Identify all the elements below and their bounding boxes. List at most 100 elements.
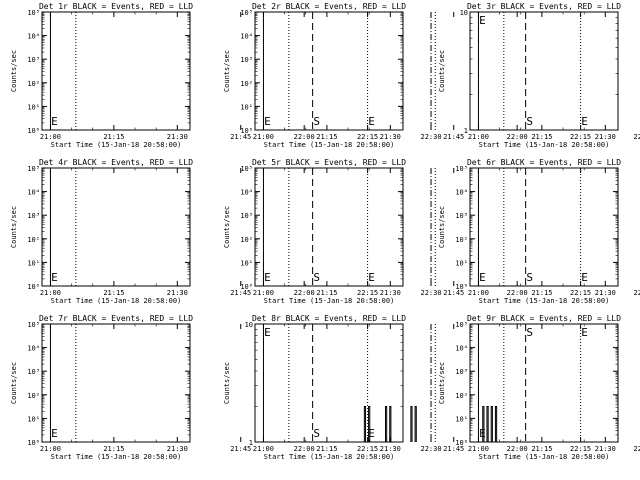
detector-panel-3: Det 3r BLACK = Events, RED = LLD 1 10 21:00…	[438, 2, 621, 149]
axis-frame	[254, 323, 404, 443]
time-marker-letter: E	[264, 326, 271, 339]
x-tick-label: 22:00	[507, 133, 528, 141]
y-tick-label: 10¹	[240, 103, 253, 111]
x-tick-label: 21:00	[40, 289, 61, 297]
x-tick-label: 22:15	[357, 133, 378, 141]
x-tick-label: 21:00	[40, 133, 61, 141]
y-tick-label: 10⁰	[455, 439, 468, 447]
x-tick-label: 21:00	[253, 133, 274, 141]
x-tick-label: 21:15	[316, 133, 337, 141]
x-tick-label: 21:30	[380, 289, 401, 297]
event-spike	[389, 405, 392, 442]
event-spike	[384, 405, 388, 442]
x-axis-label: Start Time (15-Jan-18 20:58:00)	[264, 453, 395, 461]
y-tick-label: 10⁴	[455, 345, 468, 353]
y-tick-label: 10³	[240, 56, 253, 64]
x-tick-label: 21:30	[167, 289, 188, 297]
x-tick-label: 21:45	[230, 133, 251, 141]
x-tick-label: 21:45	[443, 445, 464, 453]
x-tick-label: 21:00	[253, 445, 274, 453]
y-tick-label: 10²	[27, 80, 40, 88]
y-axis-label: Counts/sec	[438, 362, 446, 404]
x-tick-label: 21:15	[103, 445, 124, 453]
time-marker-letter: E	[581, 271, 588, 284]
x-axis-label: Start Time (15-Jan-18 20:58:00)	[479, 297, 610, 305]
y-tick-label: 10²	[240, 236, 253, 244]
time-marker-letter: E	[264, 115, 271, 128]
y-axis-label: Counts/sec	[10, 362, 18, 404]
y-tick-label: 10²	[455, 392, 468, 400]
event-spike	[490, 405, 493, 442]
axis-frame	[41, 11, 191, 131]
event-spike	[363, 405, 367, 442]
time-marker-letter: E	[479, 14, 486, 27]
panel-title: Det 8r BLACK = Events, RED = LLD	[252, 314, 406, 323]
x-tick-label: 21:45	[230, 445, 251, 453]
y-tick-label: 10⁵	[240, 165, 253, 173]
y-tick-label: 10⁴	[27, 33, 40, 41]
y-tick-label: 10⁰	[240, 127, 253, 135]
time-marker-letter: S	[313, 427, 320, 440]
y-tick-label: 10⁰	[455, 283, 468, 291]
y-tick-label: 10⁰	[27, 127, 40, 135]
x-tick-label: 22:00	[294, 445, 315, 453]
event-spike	[414, 405, 417, 442]
x-tick-label: 21:15	[316, 445, 337, 453]
y-tick-label: 10⁵	[27, 9, 40, 17]
axis-frame	[469, 323, 619, 443]
panel-title: Det 2r BLACK = Events, RED = LLD	[252, 2, 406, 11]
y-tick-label: 10³	[455, 212, 468, 220]
y-tick-label: 10	[245, 321, 253, 329]
event-spike	[486, 405, 489, 442]
panel-title: Det 7r BLACK = Events, RED = LLD	[39, 314, 193, 323]
y-tick-label: 10²	[27, 236, 40, 244]
x-tick-label: 22:00	[507, 289, 528, 297]
detector-panel-8: Det 8r BLACK = Events, RED = LLD 1 10 21:00…	[223, 314, 640, 461]
x-axis-label: Start Time (15-Jan-18 20:58:00)	[479, 453, 610, 461]
x-tick-label: 22:00	[507, 445, 528, 453]
panel-title: Det 1r BLACK = Events, RED = LLD	[39, 2, 193, 11]
x-tick-label: 21:15	[316, 289, 337, 297]
event-spike	[482, 405, 485, 442]
time-marker-letter: E	[479, 271, 486, 284]
y-axis-label: Counts/sec	[223, 50, 231, 92]
x-tick-label: 22:15	[570, 133, 591, 141]
x-tick-label: 21:45	[443, 133, 464, 141]
time-marker-letter: E	[581, 326, 588, 339]
y-tick-label: 10⁰	[240, 283, 253, 291]
x-tick-label: 21:00	[468, 445, 489, 453]
x-tick-label: 21:15	[103, 289, 124, 297]
x-tick-label: 21:45	[230, 289, 251, 297]
x-tick-label: 22:00	[294, 133, 315, 141]
y-tick-label: 10¹	[27, 259, 40, 267]
x-axis-label: Start Time (15-Jan-18 20:58:00)	[479, 141, 610, 149]
x-tick-label: 22:30	[633, 133, 640, 141]
x-tick-label: 22:30	[633, 445, 640, 453]
x-tick-label: 21:30	[595, 445, 616, 453]
axis-frame	[254, 167, 404, 287]
x-tick-label: 21:15	[103, 133, 124, 141]
x-tick-label: 21:00	[253, 289, 274, 297]
y-tick-label: 1	[249, 439, 253, 447]
detector-panel-4: Det 4r BLACK = Events, RED = LLD 10⁰ 10¹ 10…	[10, 158, 442, 305]
time-marker-letter: E	[264, 271, 271, 284]
y-tick-label: 10³	[27, 56, 40, 64]
y-tick-label: 10⁴	[455, 189, 468, 197]
time-marker-letter: E	[51, 427, 58, 440]
x-tick-label: 21:15	[531, 289, 552, 297]
x-axis-label: Start Time (15-Jan-18 20:58:00)	[51, 453, 182, 461]
x-tick-label: 21:30	[380, 445, 401, 453]
panel-title: Det 5r BLACK = Events, RED = LLD	[252, 158, 406, 167]
x-tick-label: 21:00	[468, 289, 489, 297]
time-marker-letter: E	[581, 115, 588, 128]
detector-panel-9: Det 9r BLACK = Events, RED = LLD 10⁰ 10¹ 10…	[438, 314, 621, 461]
x-axis-label: Start Time (15-Jan-18 20:58:00)	[264, 141, 395, 149]
x-tick-label: 21:30	[380, 133, 401, 141]
x-tick-label: 21:00	[40, 445, 61, 453]
y-tick-label: 10¹	[240, 259, 253, 267]
time-marker-letter: E	[51, 115, 58, 128]
x-axis-label: Start Time (15-Jan-18 20:58:00)	[51, 297, 182, 305]
y-axis-label: Counts/sec	[10, 206, 18, 248]
y-tick-label: 10⁴	[27, 345, 40, 353]
